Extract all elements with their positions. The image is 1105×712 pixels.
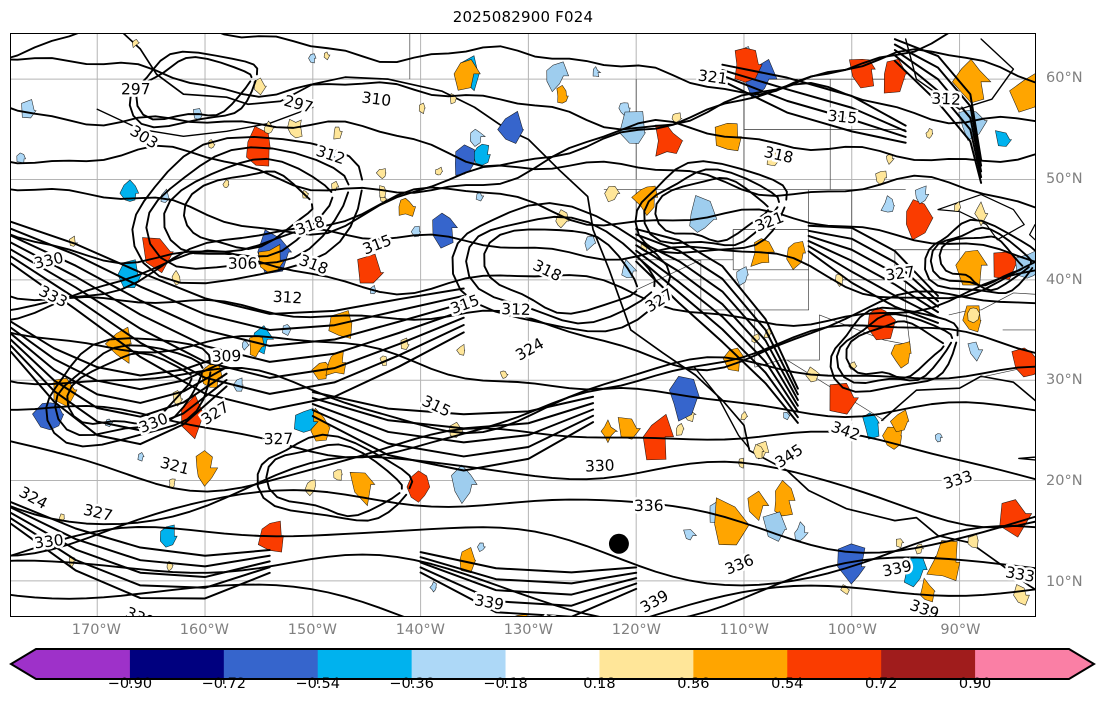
svg-text:321: 321 xyxy=(697,67,729,89)
svg-text:312: 312 xyxy=(272,288,303,308)
markers-layer xyxy=(608,533,629,554)
svg-text:330: 330 xyxy=(585,456,615,475)
svg-text:297: 297 xyxy=(121,80,151,98)
svg-text:318: 318 xyxy=(530,256,564,285)
lat-tick-10°n: 10°N xyxy=(1046,573,1083,590)
colorbar-segment-5[interactable] xyxy=(505,649,600,679)
svg-text:315: 315 xyxy=(419,392,453,421)
svg-text:336: 336 xyxy=(634,497,664,515)
map-panel[interactable]: 297 297 297 297 303 303 312 312 310 310 312 312 315 3… xyxy=(10,33,1036,617)
svg-text:333: 333 xyxy=(36,282,70,311)
colorbar-segment-1[interactable] xyxy=(129,649,225,679)
svg-text:324: 324 xyxy=(16,483,51,513)
svg-text:312: 312 xyxy=(501,300,531,319)
colorbar-tick-7: 0.54 xyxy=(771,676,804,692)
svg-text:333: 333 xyxy=(1004,563,1035,586)
svg-text:324: 324 xyxy=(512,334,547,364)
lon-tick-130°w: 130°W xyxy=(503,622,554,638)
colorbar-segment-10[interactable] xyxy=(975,649,1070,679)
svg-text:339: 339 xyxy=(881,557,914,581)
svg-text:315: 315 xyxy=(448,291,482,318)
colorbar-tick-0: −0.90 xyxy=(107,676,153,692)
lon-tick-100°w: 100°W xyxy=(827,622,878,638)
svg-text:312: 312 xyxy=(931,90,961,109)
colorbar-segment-7[interactable] xyxy=(693,649,788,679)
colorbar-tick-4: −0.18 xyxy=(483,676,528,692)
svg-text:315: 315 xyxy=(360,231,394,258)
colorbar-swatches[interactable] xyxy=(0,645,1105,685)
svg-text:312: 312 xyxy=(314,142,348,168)
colorbar-tick-2: −0.54 xyxy=(295,676,340,692)
colorbar-tick-9: 0.90 xyxy=(958,676,992,692)
svg-text:321: 321 xyxy=(752,208,786,235)
colorbar-segment-2[interactable] xyxy=(223,649,319,679)
lat-tick-30°n: 30°N xyxy=(1046,372,1083,389)
lat-tick-50°n: 50°N xyxy=(1046,171,1083,187)
svg-text:342: 342 xyxy=(829,418,863,445)
colorbar-tick-1: −0.72 xyxy=(201,676,247,692)
svg-text:345: 345 xyxy=(772,441,807,472)
colorbar-segment-8[interactable] xyxy=(787,649,882,679)
lon-tick-90°w: 90°W xyxy=(940,622,981,638)
lat-tick-40°n: 40°N xyxy=(1046,271,1083,288)
colorbar-segment-9[interactable] xyxy=(881,649,976,679)
svg-text:330: 330 xyxy=(33,531,64,552)
colorbar-tick-6: 0.36 xyxy=(677,676,710,692)
lon-tick-140°w: 140°W xyxy=(395,622,446,638)
svg-text:318: 318 xyxy=(293,212,327,239)
svg-text:309: 309 xyxy=(212,347,242,366)
colorbar[interactable]: −0.90 −0.72 −0.54 −0.36 −0.18 0.18 0.36 0.54 0.7… xyxy=(0,645,1105,712)
svg-text:327: 327 xyxy=(264,430,294,449)
colorbar-segment-6[interactable] xyxy=(599,649,694,679)
svg-text:297: 297 xyxy=(121,80,151,98)
svg-text:333: 333 xyxy=(941,467,975,493)
svg-text:318: 318 xyxy=(297,251,331,278)
svg-text:306: 306 xyxy=(228,255,258,273)
svg-text:336: 336 xyxy=(722,551,756,579)
svg-text:312: 312 xyxy=(501,300,531,319)
svg-text:327: 327 xyxy=(264,430,294,449)
svg-text:339: 339 xyxy=(473,591,505,614)
lon-tick-110°w: 110°W xyxy=(719,622,770,638)
lon-tick-150°w: 150°W xyxy=(287,622,338,638)
colorbar-segment-3[interactable] xyxy=(317,649,413,679)
svg-text:336: 336 xyxy=(634,497,664,515)
svg-text:312: 312 xyxy=(272,288,303,308)
lon-tick-170°w: 170°W xyxy=(71,622,122,638)
svg-text:327: 327 xyxy=(884,263,916,285)
svg-text:306: 306 xyxy=(228,255,258,273)
svg-text:297: 297 xyxy=(282,92,315,117)
svg-text:309: 309 xyxy=(212,347,242,366)
page-title: 2025082900 F024 xyxy=(452,8,594,26)
svg-text:327: 327 xyxy=(82,501,115,525)
lat-tick-20°n: 20°N xyxy=(1046,473,1083,490)
colorbar-segment-0[interactable] xyxy=(36,649,131,679)
svg-text:327: 327 xyxy=(198,398,233,429)
svg-text:315: 315 xyxy=(827,107,858,128)
svg-text:339: 339 xyxy=(123,604,157,616)
svg-text:321: 321 xyxy=(158,454,191,479)
lat-tick-60°n: 60°N xyxy=(1046,70,1083,87)
lon-tick-120°w: 120°W xyxy=(611,622,662,638)
colorbar-segment-4[interactable] xyxy=(411,649,506,679)
svg-text:310: 310 xyxy=(361,88,393,110)
colorbar-tick-5: 0.18 xyxy=(583,676,616,692)
lon-tick-160°w: 160°W xyxy=(179,622,230,638)
svg-text:339: 339 xyxy=(907,596,941,616)
colorbar-tick-3: −0.36 xyxy=(389,676,434,692)
svg-text:342: 342 xyxy=(529,615,559,616)
svg-text:312: 312 xyxy=(931,90,961,109)
svg-text:330: 330 xyxy=(585,456,615,475)
colorbar-tick-8: 0.72 xyxy=(865,676,898,692)
contour-lines-layer xyxy=(11,34,1035,616)
